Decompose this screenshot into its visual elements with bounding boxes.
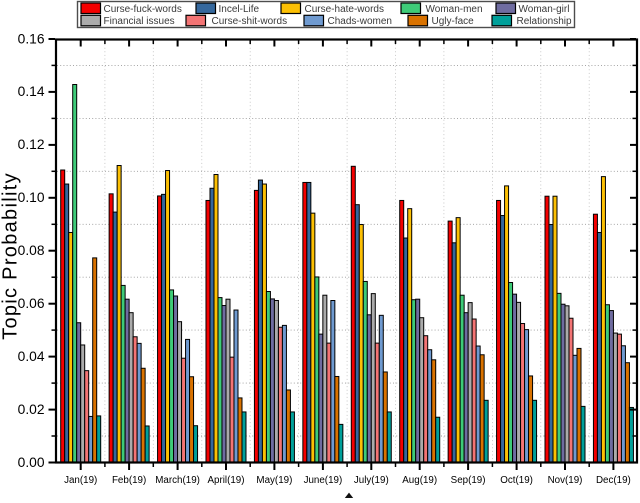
svg-text:Oct(19): Oct(19): [500, 475, 533, 486]
svg-text:Jan(19): Jan(19): [64, 475, 97, 486]
svg-text:Ugly-face: Ugly-face: [432, 16, 475, 27]
svg-text:Feb(19): Feb(19): [112, 475, 146, 486]
svg-text:Curse-hate-words: Curse-hate-words: [305, 4, 384, 15]
svg-text:0.12: 0.12: [18, 137, 45, 152]
svg-text:Incel-Life: Incel-Life: [219, 4, 260, 15]
svg-text:0.06: 0.06: [18, 296, 45, 311]
svg-text:Aug(19): Aug(19): [402, 475, 437, 486]
svg-text:Chads-women: Chads-women: [328, 16, 392, 27]
svg-text:0.02: 0.02: [18, 402, 45, 417]
svg-text:Nov(19): Nov(19): [548, 475, 583, 486]
svg-text:May(19): May(19): [256, 475, 292, 486]
svg-text:Relationship: Relationship: [517, 16, 572, 27]
svg-text:Curse-fuck-words: Curse-fuck-words: [104, 4, 182, 15]
svg-text:Sep(19): Sep(19): [451, 475, 486, 486]
svg-text:Curse-shit-words: Curse-shit-words: [212, 16, 288, 27]
svg-text:April(19): April(19): [207, 475, 244, 486]
svg-text:Woman-men: Woman-men: [426, 4, 483, 15]
svg-text:Woman-girl: Woman-girl: [519, 4, 570, 15]
svg-text:Topic Probability: Topic Probability: [0, 172, 22, 340]
svg-text:0.08: 0.08: [18, 243, 45, 258]
svg-text:June(19): June(19): [304, 475, 343, 486]
svg-text:March(19): March(19): [155, 475, 200, 486]
svg-text:July(19): July(19): [354, 475, 389, 486]
svg-text:Dec(19): Dec(19): [596, 475, 631, 486]
svg-text:Financial issues: Financial issues: [104, 16, 175, 27]
svg-text:0.16: 0.16: [18, 31, 45, 46]
svg-text:0.04: 0.04: [18, 349, 45, 364]
svg-text:0.00: 0.00: [18, 455, 45, 470]
svg-text:0.10: 0.10: [18, 190, 45, 205]
svg-text:0.14: 0.14: [18, 84, 45, 99]
